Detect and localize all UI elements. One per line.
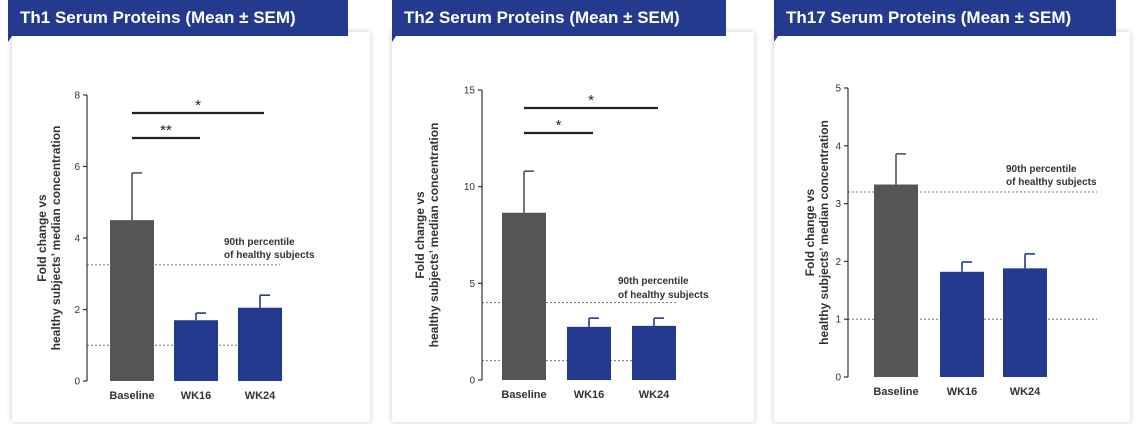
y-tick-label: 5 bbox=[469, 279, 475, 290]
x-tick-label: WK24 bbox=[639, 389, 670, 401]
banner-bg bbox=[774, 0, 1116, 42]
x-tick-label: WK24 bbox=[1010, 386, 1041, 398]
significance-label: * bbox=[588, 92, 594, 109]
bar-wk24 bbox=[238, 307, 282, 381]
panel-title: Th1 Serum Proteins (Mean ± SEM) bbox=[8, 0, 348, 38]
percentile-label: of healthy subjects bbox=[618, 290, 709, 301]
y-tick-label: 5 bbox=[835, 84, 841, 95]
significance-label: ** bbox=[160, 122, 172, 139]
y-tick-label: 4 bbox=[835, 141, 841, 152]
bar-baseline bbox=[502, 212, 546, 380]
y-tick-label: 3 bbox=[835, 199, 841, 210]
y-tick-label: 1 bbox=[835, 315, 841, 326]
y-tick-label: 0 bbox=[469, 376, 475, 387]
panel-th1: Th1 Serum Proteins (Mean ± SEM) Baseline… bbox=[0, 0, 380, 424]
bar-baseline bbox=[874, 184, 918, 377]
chart-th2: Baseline WK16 WK24 0 5 10 15 Fold change vs heal… bbox=[413, 86, 709, 402]
significance-label: * bbox=[195, 97, 201, 114]
percentile-label: 90th percentile bbox=[224, 237, 295, 248]
percentile-label: 90th percentile bbox=[1006, 164, 1077, 175]
y-tick-label: 0 bbox=[74, 377, 80, 388]
banner-bg bbox=[392, 0, 726, 42]
y-tick-label: 2 bbox=[74, 305, 80, 316]
y-tick-label: 15 bbox=[464, 86, 476, 97]
panel-title-text: Th1 Serum Proteins (Mean ± SEM) bbox=[20, 8, 296, 27]
x-tick-label: WK16 bbox=[947, 386, 978, 398]
y-axis-label: Fold change vs bbox=[413, 191, 427, 279]
y-axis-label: healthy subjects’ median concentration bbox=[427, 123, 441, 348]
y-axis-label: healthy subjects’ median concentration bbox=[817, 120, 831, 345]
bar-wk16 bbox=[940, 271, 984, 377]
x-tick-label: WK16 bbox=[574, 389, 605, 401]
x-tick-label: WK16 bbox=[181, 390, 212, 402]
bar-wk24 bbox=[1003, 268, 1047, 377]
percentile-label: of healthy subjects bbox=[224, 250, 315, 261]
y-axis-label: Fold change vs bbox=[803, 189, 817, 277]
x-tick-label: Baseline bbox=[873, 386, 918, 398]
banner-bg bbox=[8, 0, 348, 42]
panel-title-text: Th17 Serum Proteins (Mean ± SEM) bbox=[786, 8, 1072, 27]
x-tick-label: Baseline bbox=[109, 390, 154, 402]
y-tick-label: 2 bbox=[835, 257, 841, 268]
panel-title-text: Th2 Serum Proteins (Mean ± SEM) bbox=[404, 8, 680, 27]
y-axis-label: healthy subjects’ median concentration bbox=[49, 126, 63, 351]
bar-wk24 bbox=[632, 325, 676, 380]
x-tick-label: WK24 bbox=[245, 390, 276, 402]
y-tick-label: 0 bbox=[835, 373, 841, 384]
y-tick-label: 8 bbox=[74, 91, 80, 102]
y-axis-label: Fold change vs bbox=[35, 194, 49, 282]
chart-th1: Baseline WK16 WK24 0 2 4 6 8 Fold change vs healt… bbox=[35, 91, 315, 403]
panel-th17: Th17 Serum Proteins (Mean ± SEM) Baselin… bbox=[766, 0, 1136, 424]
x-tick-label: Baseline bbox=[501, 389, 546, 401]
bar-wk16 bbox=[567, 326, 611, 380]
y-tick-label: 6 bbox=[74, 162, 80, 173]
panel-th2: Th2 Serum Proteins (Mean ± SEM) Baseline… bbox=[384, 0, 764, 424]
y-tick-label: 4 bbox=[74, 234, 80, 245]
percentile-label: 90th percentile bbox=[618, 276, 689, 287]
percentile-label: of healthy subjects bbox=[1006, 177, 1097, 188]
y-tick-label: 10 bbox=[464, 182, 476, 193]
panel-title: Th2 Serum Proteins (Mean ± SEM) bbox=[392, 0, 726, 38]
significance-label: * bbox=[556, 117, 562, 134]
chart-th17: Baseline WK16 WK24 0 1 2 3 4 5 Fold change vs heal… bbox=[803, 84, 1097, 399]
bar-baseline bbox=[110, 220, 154, 381]
bar-wk16 bbox=[174, 320, 218, 381]
panel-title: Th17 Serum Proteins (Mean ± SEM) bbox=[774, 0, 1116, 38]
